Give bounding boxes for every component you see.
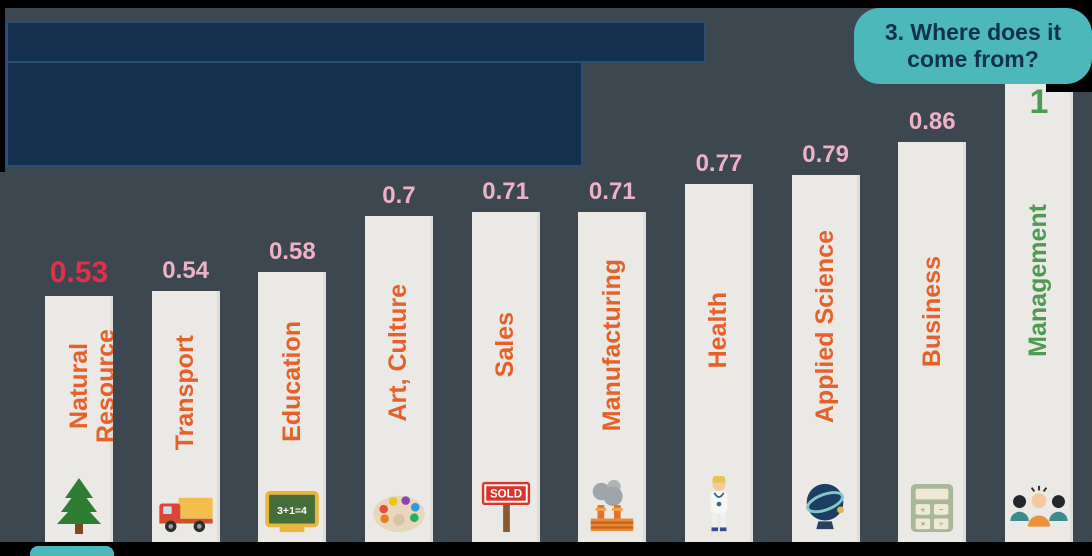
bar-label-wrap: Sales bbox=[472, 212, 540, 478]
bar-column: 0.54 Transport bbox=[151, 257, 220, 542]
bar-column: 0.79 Applied Science bbox=[791, 141, 860, 542]
bar-label: Manufacturing bbox=[597, 258, 626, 432]
bar-label-wrap: Transport bbox=[152, 291, 220, 494]
bar-label-wrap: Business bbox=[898, 142, 966, 482]
bar-label: Transport bbox=[171, 334, 200, 451]
svg-text:SOLD: SOLD bbox=[490, 488, 522, 500]
masked-title-box bbox=[6, 21, 706, 63]
truck-icon bbox=[157, 494, 215, 534]
team-icon bbox=[1008, 484, 1070, 534]
bar-label: Natural Resource bbox=[64, 329, 114, 443]
bar-label: Sales bbox=[491, 312, 520, 378]
bar: Sales SOLD bbox=[471, 212, 540, 542]
doctor-icon bbox=[700, 474, 738, 534]
armillary-globe-icon bbox=[799, 478, 853, 534]
bar: Art, Culture bbox=[364, 216, 433, 542]
question-line-1: 3. Where does it bbox=[884, 18, 1062, 45]
tree-icon bbox=[54, 476, 104, 534]
masked-body-box bbox=[6, 61, 583, 167]
bar-chart: 0.53 Natural Resource 0.54 Transport 0.5… bbox=[45, 77, 1073, 542]
bar-value: 0.53 bbox=[49, 256, 109, 289]
bar-column: 0.86 Business + − × ÷ bbox=[898, 108, 967, 542]
question-line-2: come from? bbox=[907, 46, 1039, 72]
bar: Manufacturing bbox=[578, 212, 647, 542]
bar-column: 0.71 Manufacturing bbox=[578, 178, 647, 542]
bar-label-wrap: Management bbox=[1005, 77, 1073, 484]
bar-column: 1 Management bbox=[1004, 77, 1073, 542]
bar-value: 0.77 bbox=[695, 150, 743, 177]
palette-icon bbox=[371, 490, 427, 534]
bar-value: 0.71 bbox=[482, 178, 529, 205]
svg-text:−: − bbox=[939, 504, 944, 514]
bottom-black-strip bbox=[0, 542, 1092, 556]
bar-label-wrap: Art, Culture bbox=[365, 216, 433, 490]
bar-label: Management bbox=[1024, 204, 1053, 357]
bar: Business + − × ÷ bbox=[898, 142, 967, 542]
bar-value: 0.71 bbox=[588, 178, 636, 205]
question-bubble: 3. Where does it come from? bbox=[854, 8, 1092, 84]
bar: Transport bbox=[151, 291, 220, 542]
svg-text:÷: ÷ bbox=[939, 519, 944, 529]
bar-value: 0.54 bbox=[162, 257, 210, 284]
svg-text:+: + bbox=[921, 504, 926, 514]
svg-text:3+1=4: 3+1=4 bbox=[277, 505, 307, 517]
calculator-icon: + − × ÷ bbox=[908, 482, 956, 534]
factory-icon bbox=[584, 478, 640, 534]
bar-label: Education bbox=[277, 320, 306, 442]
bar-column: 0.53 Natural Resource bbox=[45, 256, 113, 542]
sold-sign-icon: SOLD bbox=[479, 478, 533, 534]
bar-value: 0.86 bbox=[908, 108, 956, 135]
bar-label-wrap: Education bbox=[258, 272, 326, 490]
bar: Education 3+1=4 bbox=[258, 272, 327, 542]
next-slide-bubble-peek bbox=[30, 546, 114, 556]
bar-column: 0.71 Sales SOLD bbox=[471, 178, 540, 542]
bar: Health bbox=[684, 184, 753, 542]
bar-label: Health bbox=[704, 291, 733, 369]
bar-label: Applied Science bbox=[811, 229, 840, 424]
bar-value: 1 bbox=[1029, 83, 1049, 121]
bar-value: 0.7 bbox=[382, 182, 416, 209]
bar-column: 0.7 Art, Culture bbox=[364, 182, 433, 542]
bar-label: Art, Culture bbox=[384, 284, 413, 422]
svg-text:×: × bbox=[921, 519, 926, 529]
bar-value: 0.79 bbox=[802, 141, 849, 168]
bar-column: 0.77 Health bbox=[684, 150, 753, 542]
bar: Applied Science bbox=[791, 175, 860, 542]
bar-value: 0.58 bbox=[268, 238, 316, 265]
bar-column: 0.58 Education 3+1=4 bbox=[258, 238, 327, 542]
bar-label-wrap: Health bbox=[685, 184, 753, 476]
bar-label-wrap: Manufacturing bbox=[578, 212, 646, 478]
chalkboard-icon: 3+1=4 bbox=[264, 490, 320, 534]
bar-label: Business bbox=[917, 256, 946, 368]
bar: 1 Management bbox=[1004, 77, 1073, 542]
left-black-strip bbox=[0, 0, 5, 172]
bar-label-wrap: Applied Science bbox=[792, 175, 860, 478]
top-black-strip bbox=[0, 0, 1092, 8]
bar: Natural Resource bbox=[45, 296, 113, 542]
bar-label-wrap: Natural Resource bbox=[45, 296, 114, 476]
